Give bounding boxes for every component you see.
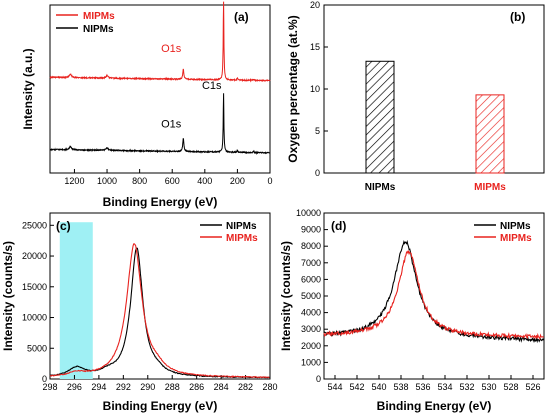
panel-d-xlabel: Binding Energy (eV) <box>377 399 492 413</box>
panel-a-frame <box>49 4 271 174</box>
panel-a-annotation: C1s <box>202 80 222 92</box>
panel-a-series-nipms <box>49 93 271 156</box>
panel-d-ytick-label: 0 <box>316 374 321 384</box>
category-label: NIPMs <box>365 182 396 193</box>
panel-a-series-mipms <box>49 1 271 83</box>
panel-c-ytick-label: 5000 <box>27 343 47 353</box>
panel-b-ytick-label: 5 <box>315 126 320 136</box>
legend-label: NIPMs <box>500 221 531 232</box>
panel-c-xtick-label: 290 <box>140 382 155 392</box>
panel-d-label: (d) <box>331 219 346 233</box>
panel-d-xtick-label: 534 <box>437 382 452 392</box>
panel-d-ytick-label: 8000 <box>301 241 321 251</box>
panel-d-series-mipms <box>323 249 544 341</box>
panel-d-ytick-label: 3000 <box>301 324 321 334</box>
panel-b-ytick-label: 20 <box>310 0 320 10</box>
panel-a-xtick-label: 1200 <box>64 176 84 186</box>
panel-d-ytick-label: 7000 <box>301 258 321 268</box>
panel-c-series-mipms <box>49 243 270 379</box>
bar-nipms <box>365 60 395 174</box>
panel-d: (d) 544 542 540 538 536 534 532 530 528 526 0 1000 2… <box>279 208 545 413</box>
panel-d-xtick-label: 540 <box>371 382 386 392</box>
panel-c-ylabel: Intensity (counts/s) <box>1 241 15 351</box>
panel-c-ytick-label: 15000 <box>22 282 47 292</box>
panel-a-annotation: O1s <box>161 43 182 55</box>
panel-c-xtick-label: 282 <box>238 382 253 392</box>
panel-c: (c) 298 296 294 292 290 288 286 284 282 280 0 5000 1… <box>1 212 278 413</box>
panel-c-xlabel: Binding Energy (eV) <box>103 399 218 413</box>
panel-b-ytick-label: 0 <box>315 168 320 178</box>
panel-d-xtick-label: 528 <box>503 382 518 392</box>
legend-label: MIPMs <box>83 11 115 22</box>
panel-a-label: (a) <box>234 10 249 24</box>
panel-d-ylabel: Intensity (counts/s) <box>279 241 293 351</box>
legend-label: NIPMs <box>226 221 257 232</box>
panel-a-ylabel: Intensity (a.u.) <box>21 48 35 129</box>
panel-c-xtick-label: 286 <box>189 382 204 392</box>
panel-d-xtick-label: 532 <box>459 382 474 392</box>
category-label: MIPMs <box>474 182 506 193</box>
panel-c-ytick-label: 25000 <box>22 220 47 230</box>
panel-c-xtick-label: 294 <box>91 382 106 392</box>
panel-c-ytick-label: 20000 <box>22 251 47 261</box>
panel-c-frame <box>49 212 271 380</box>
panel-c-highlight-region <box>59 222 93 379</box>
panel-a-xtick-label: 600 <box>165 176 180 186</box>
panel-d-ytick-label: 1000 <box>301 357 321 367</box>
panel-b-ylabel: Oxygen percentage (at.%) <box>286 15 300 162</box>
panel-d-xtick-label: 526 <box>525 382 540 392</box>
panel-d-xtick-label: 544 <box>327 382 342 392</box>
panel-a-xtick-label: 400 <box>197 176 212 186</box>
legend-label: MIPMs <box>226 233 258 244</box>
panel-b-label: (b) <box>510 10 525 24</box>
panel-a-xtick-label: 0 <box>267 176 272 186</box>
panel-c-xtick-label: 298 <box>42 382 57 392</box>
panel-d-xtick-label: 538 <box>393 382 408 392</box>
panel-a-annotation: O1s <box>161 119 182 131</box>
panel-d-ytick-label: 2000 <box>301 341 321 351</box>
panel-d-ytick-label: 5000 <box>301 291 321 301</box>
panel-c-xtick-label: 288 <box>165 382 180 392</box>
panel-a-xtick-label: 1000 <box>97 176 117 186</box>
panel-d-ytick-label: 6000 <box>301 274 321 284</box>
panel-c-xtick-label: 296 <box>67 382 82 392</box>
bar-mipms <box>475 94 505 174</box>
panel-c-label: (c) <box>56 219 71 233</box>
panel-b-frame <box>323 4 545 174</box>
panel-d-xtick-label: 536 <box>415 382 430 392</box>
legend-label: MIPMs <box>500 233 532 244</box>
panel-b-ytick-label: 15 <box>310 42 320 52</box>
panel-b: (b) 0 5 10 15 20 NIPMs MIPMs Oxygen percentag… <box>286 0 545 193</box>
panel-d-ytick-label: 9000 <box>301 225 321 235</box>
panel-c-xtick-label: 292 <box>116 382 131 392</box>
panel-c-ytick-label: 10000 <box>22 313 47 323</box>
panel-d-series-nipms <box>323 239 545 344</box>
panel-a-xlabel: Binding Energy (eV) <box>103 195 218 209</box>
panel-d-xtick-label: 530 <box>481 382 496 392</box>
panel-b-ytick-label: 10 <box>310 84 320 94</box>
panel-d-ytick-label: 10000 <box>296 208 321 218</box>
panel-a-xtick-label: 200 <box>230 176 245 186</box>
legend-label: NIPMs <box>83 24 114 35</box>
panel-a-xtick-label: 800 <box>132 176 147 186</box>
panel-c-xtick-label: 280 <box>262 382 277 392</box>
panel-d-xtick-label: 542 <box>349 382 364 392</box>
panel-a-legend: MIPMs NIPMs <box>56 11 115 35</box>
panel-d-ytick-label: 4000 <box>301 308 321 318</box>
panel-c-xtick-label: 284 <box>214 382 229 392</box>
panel-c-ytick-label: 0 <box>42 374 47 384</box>
